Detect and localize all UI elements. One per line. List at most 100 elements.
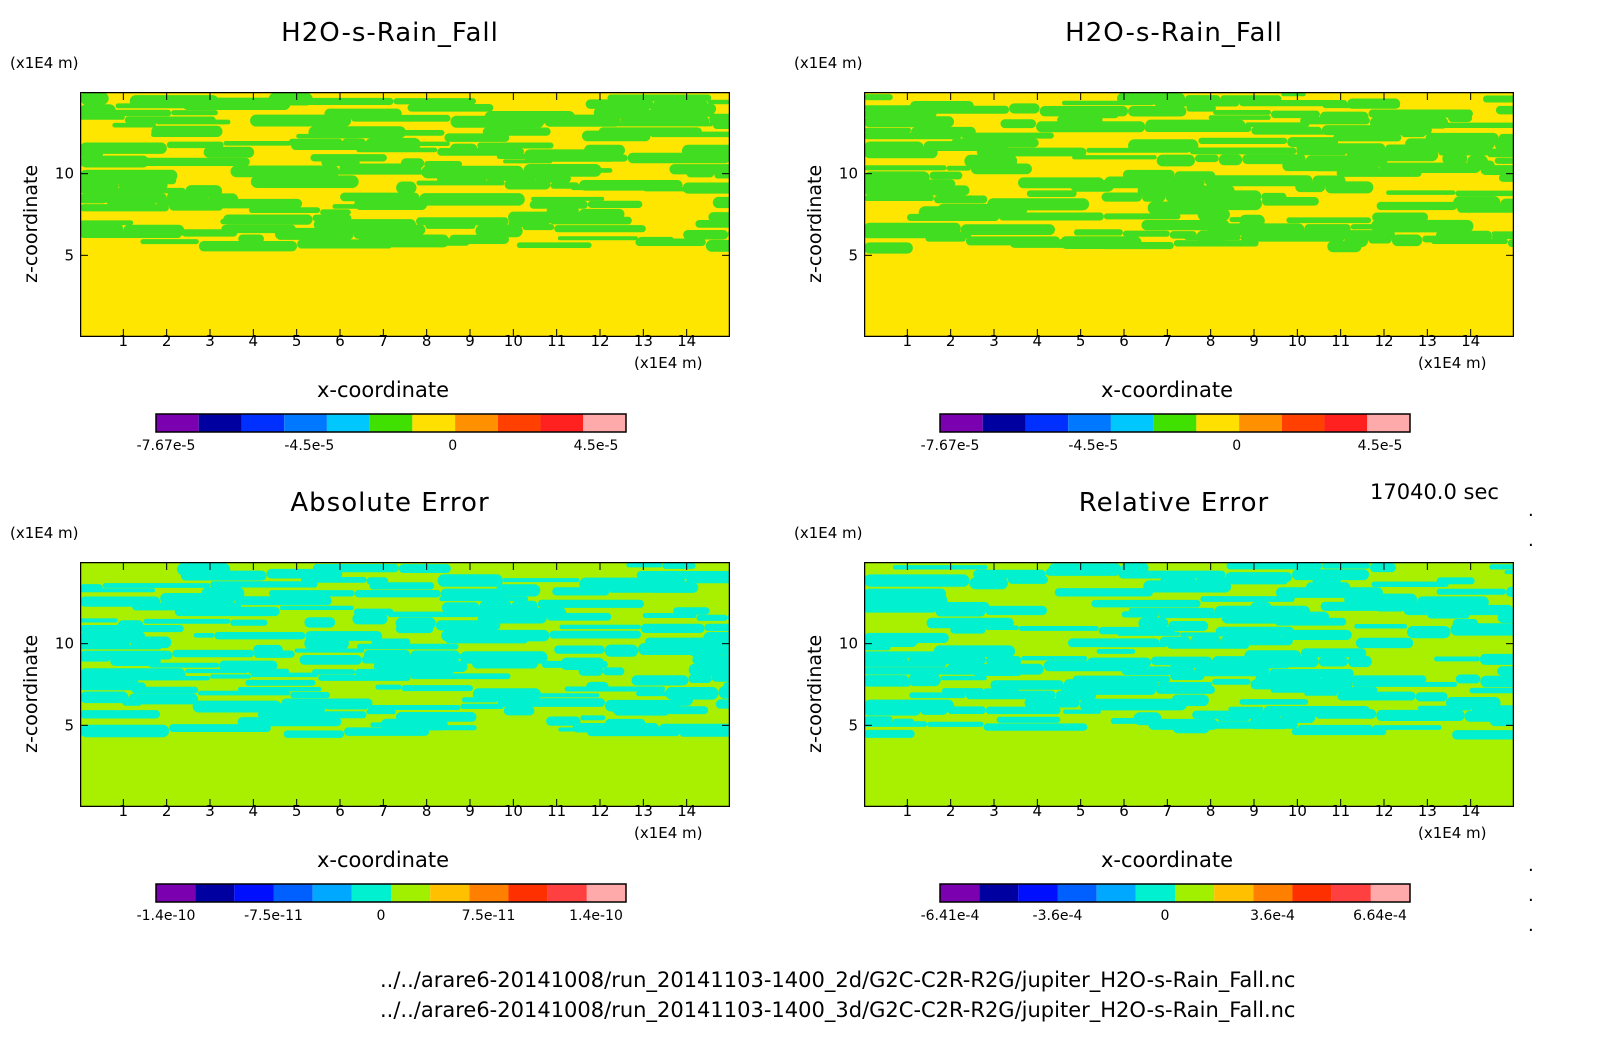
x-tick-label: 1 [903,332,913,350]
x-tick-label: 5 [1076,332,1086,350]
contour-band [1061,100,1154,106]
colorbar-segment [497,414,541,432]
contour-band [864,165,947,171]
x-tick-label: 11 [1331,802,1350,820]
contour-band [410,673,511,680]
contour-band [325,704,368,710]
colorbar-segment [326,414,370,432]
contour-band [864,94,893,101]
contour-band [522,224,555,231]
contour-band [181,97,291,111]
colorbar-segment [586,884,626,902]
contour-band [1480,165,1514,175]
x-tick-label: 4 [1033,802,1043,820]
contour-band [1156,685,1215,694]
contour-band [245,679,316,686]
contour-band [1270,110,1320,119]
contour-band [1018,626,1099,631]
contour-band [609,588,657,593]
contour-band [1282,629,1352,641]
contour-band [235,596,332,606]
contour-band [1240,234,1345,242]
contour-band [683,229,729,240]
contour-band [864,127,912,133]
contour-band [925,235,966,242]
x-tick-label: 2 [162,332,172,350]
contour-band [1063,709,1101,714]
contour-band [920,706,948,715]
contour-band [1100,642,1168,648]
contour-band [1427,611,1470,619]
contour-band [1158,612,1222,619]
contour-band [636,691,671,697]
contour-band [581,130,651,142]
contour-band [985,605,1048,616]
colorbar-segment [1025,414,1069,432]
contour-band [174,606,280,617]
contour-band [1036,121,1146,133]
contour-band [1043,660,1137,672]
contour-band [438,654,472,659]
contour-band [320,209,351,216]
contour-band [387,141,450,146]
contour-band [961,132,1054,139]
contour-band [1280,711,1316,724]
contour-band [714,171,730,179]
contour-band [122,698,143,706]
contour-band [220,218,294,225]
contour-band [1212,656,1319,668]
contour-band [80,196,107,204]
contour-band [1318,656,1348,667]
contour-band [254,650,295,658]
contour-band [1286,130,1334,135]
contour-band [352,613,388,625]
x-tick-label: 1 [119,802,129,820]
contour-band [437,148,524,156]
colorbar-segment [1175,884,1215,902]
contour-band [1261,197,1319,206]
x-tick-label: 10 [504,332,523,350]
contour-band [537,599,645,608]
contour-band [1371,581,1449,587]
contour-band [80,691,129,704]
contour-band [1354,624,1408,629]
contour-band [1103,213,1181,220]
contour-band [1218,154,1243,166]
contour-band [203,146,255,158]
colorbar-segment [156,414,199,432]
contour-band [1156,154,1195,167]
contour-band [578,666,604,676]
contour-band [1487,152,1514,158]
contour-bands [864,92,1514,254]
colorbar-segment [1331,884,1371,902]
contour-band [864,147,938,159]
contour-band [290,692,330,699]
contour-band [354,589,441,598]
contour-band [587,728,680,737]
x-tick-label: 2 [162,802,172,820]
colorbar-segment [241,414,285,432]
contour-band [198,241,298,252]
contour-band [554,645,605,654]
contour-band [1368,234,1392,244]
colorbar-segment [1096,884,1136,902]
contour-band [1229,577,1288,585]
contour-band [1091,599,1201,608]
contour-band [294,648,365,653]
contour-band [552,587,610,596]
contour-band [80,588,156,593]
contour-band [1239,699,1309,705]
x-tick-label: 3 [205,802,215,820]
contour-band [707,99,730,105]
x-tick-label: 2 [946,332,956,350]
contour-band [426,725,477,731]
x-tick-label: 4 [249,802,259,820]
colorbar-label: -6.41e-4 [921,908,980,924]
contour-band [1170,660,1216,668]
contour-band [935,607,986,617]
contour-band [1167,641,1250,649]
contour-band [1491,234,1514,239]
contour-band [864,195,934,202]
x-tick-label: 13 [1418,802,1437,820]
